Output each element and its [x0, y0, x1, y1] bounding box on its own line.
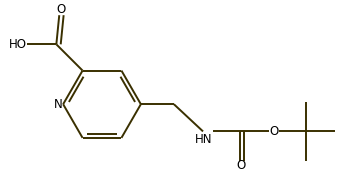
Text: O: O [270, 125, 279, 138]
Text: N: N [53, 98, 62, 111]
Text: O: O [236, 159, 245, 172]
Text: HN: HN [195, 133, 212, 146]
Text: O: O [56, 3, 66, 16]
Text: HO: HO [8, 38, 27, 51]
